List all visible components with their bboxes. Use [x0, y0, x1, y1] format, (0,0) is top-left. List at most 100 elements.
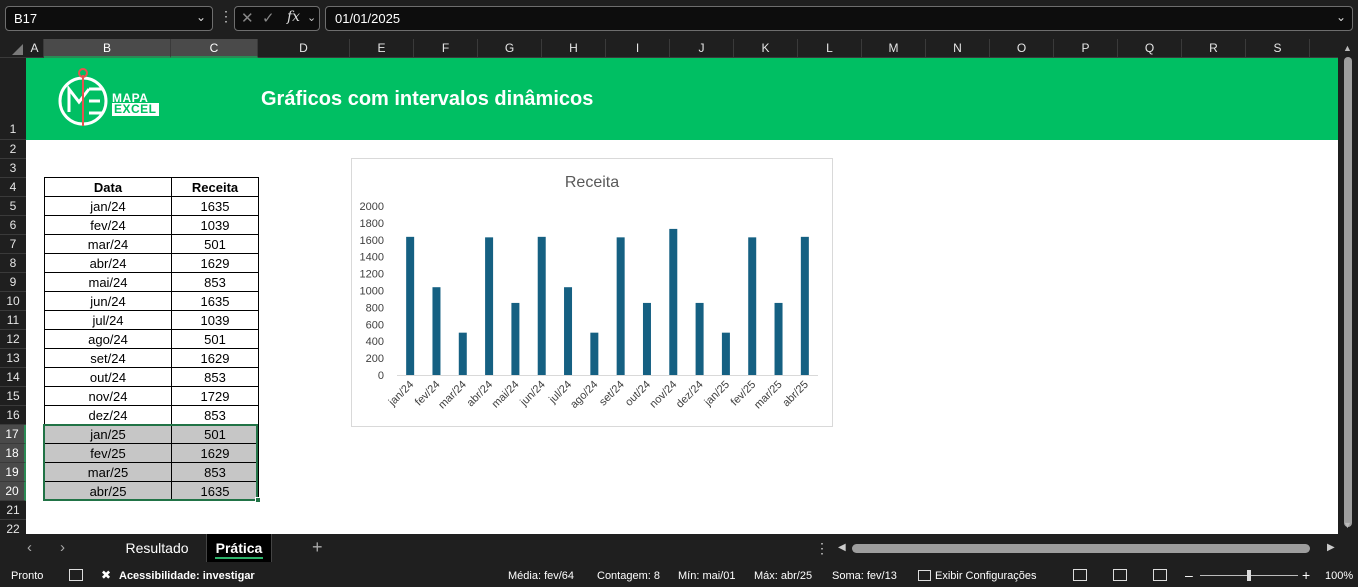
more-options-icon[interactable]: ⋮ [219, 8, 233, 24]
accessibility-icon[interactable]: ✖ [101, 568, 112, 582]
status-count[interactable]: Contagem: 8 [597, 570, 660, 582]
chart-bar-mar-24[interactable] [458, 332, 467, 375]
row-header-14[interactable]: 14 [0, 368, 26, 387]
cell-data[interactable]: mar/25 [44, 462, 172, 482]
chart-bar-mai-24[interactable] [511, 302, 520, 375]
column-header-n[interactable]: N [926, 39, 990, 58]
accessibility-status[interactable]: Acessibilidade: investigar [119, 570, 255, 582]
display-settings-label[interactable]: Exibir Configurações [935, 570, 1037, 582]
row-header-2[interactable]: 2 [0, 140, 26, 159]
header-receita[interactable]: Receita [171, 177, 259, 197]
tab-pratica[interactable]: Prática [206, 534, 272, 562]
cell-data[interactable]: ago/24 [44, 329, 172, 349]
row-header-4[interactable]: 4 [0, 178, 26, 197]
zoom-out-icon[interactable]: – [1185, 567, 1193, 583]
row-header-13[interactable]: 13 [0, 349, 26, 368]
column-header-e[interactable]: E [350, 39, 414, 58]
more-options-icon[interactable]: ⋮ [815, 540, 829, 556]
column-header-k[interactable]: K [734, 39, 798, 58]
row-header-8[interactable]: 8 [0, 254, 26, 273]
name-box[interactable]: B17 ⌄ [5, 6, 213, 31]
cell-data[interactable]: set/24 [44, 348, 172, 368]
worksheet[interactable]: MAPA EXCEL Gráficos com intervalos dinâm… [26, 58, 1338, 534]
zoom-level[interactable]: 100% [1325, 570, 1354, 582]
cell-receita[interactable]: 1629 [171, 253, 259, 273]
chart-bar-abr-25[interactable] [800, 236, 809, 375]
cell-data[interactable]: nov/24 [44, 386, 172, 406]
normal-view-icon[interactable] [1073, 569, 1087, 581]
cell-data[interactable]: jun/24 [44, 291, 172, 311]
cell-data[interactable]: out/24 [44, 367, 172, 387]
row-header-11[interactable]: 11 [0, 311, 26, 330]
cell-receita[interactable]: 501 [171, 234, 259, 254]
column-header-p[interactable]: P [1054, 39, 1118, 58]
column-header-r[interactable]: R [1182, 39, 1246, 58]
column-header-i[interactable]: I [606, 39, 670, 58]
cell-receita[interactable]: 1629 [171, 348, 259, 368]
row-header-9[interactable]: 9 [0, 273, 26, 292]
chart-bar-mar-25[interactable] [774, 302, 783, 375]
confirm-icon[interactable]: ✓ [262, 10, 275, 27]
select-all-button[interactable] [0, 39, 26, 58]
column-header-q[interactable]: Q [1118, 39, 1182, 58]
scroll-left-icon[interactable]: ◀ [838, 542, 846, 553]
cell-receita[interactable]: 1635 [171, 291, 259, 311]
column-header-m[interactable]: M [862, 39, 926, 58]
chevron-down-icon[interactable]: ⌄ [307, 12, 317, 24]
chart-bar-out-24[interactable] [642, 302, 651, 375]
row-header-1[interactable]: 1 [0, 58, 26, 140]
column-header-b[interactable]: B [44, 39, 171, 58]
row-header-19[interactable]: 19 [0, 463, 26, 482]
expand-formula-icon[interactable]: ⌄ [1335, 10, 1346, 24]
column-header-o[interactable]: O [990, 39, 1054, 58]
cell-receita[interactable]: 853 [171, 405, 259, 425]
cell-receita[interactable]: 1039 [171, 215, 259, 235]
chart-bar-ago-24[interactable] [590, 332, 599, 375]
add-sheet-icon[interactable]: + [312, 537, 323, 557]
cell-data[interactable]: mar/24 [44, 234, 172, 254]
chart-bar-nov-24[interactable] [669, 228, 678, 375]
zoom-in-icon[interactable]: + [1302, 567, 1311, 583]
chart-bar-set-24[interactable] [616, 237, 625, 375]
row-header-10[interactable]: 10 [0, 292, 26, 311]
cell-receita[interactable]: 501 [171, 329, 259, 349]
prev-sheet-icon[interactable]: ‹ [27, 539, 32, 556]
row-header-7[interactable]: 7 [0, 235, 26, 254]
vertical-scroll-thumb[interactable] [1344, 57, 1352, 527]
fill-handle[interactable] [255, 497, 261, 503]
column-header-c[interactable]: C [171, 39, 258, 58]
row-header-16[interactable]: 16 [0, 406, 26, 425]
cell-receita[interactable]: 501 [171, 424, 259, 444]
status-max[interactable]: Máx: abr/25 [754, 570, 813, 582]
cell-receita[interactable]: 1729 [171, 386, 259, 406]
chart-bar-abr-24[interactable] [485, 237, 494, 375]
cell-data[interactable]: mai/24 [44, 272, 172, 292]
cell-receita[interactable]: 1635 [171, 481, 259, 501]
column-header-g[interactable]: G [478, 39, 542, 58]
cell-data[interactable]: dez/24 [44, 405, 172, 425]
row-header-6[interactable]: 6 [0, 216, 26, 235]
vertical-scrollbar[interactable]: ▲ ▼ [1338, 39, 1358, 534]
next-sheet-icon[interactable]: › [60, 539, 65, 556]
cell-data[interactable]: jan/24 [44, 196, 172, 216]
row-header-12[interactable]: 12 [0, 330, 26, 349]
chart-bar-dez-24[interactable] [695, 302, 704, 375]
cell-data[interactable]: abr/25 [44, 481, 172, 501]
row-header-3[interactable]: 3 [0, 159, 26, 178]
column-header-d[interactable]: D [258, 39, 350, 58]
chart-bar-jan-25[interactable] [721, 332, 730, 375]
status-average[interactable]: Média: fev/64 [508, 570, 575, 582]
column-header-s[interactable]: S [1246, 39, 1310, 58]
cell-data[interactable]: fev/25 [44, 443, 172, 463]
status-sum[interactable]: Soma: fev/13 [832, 570, 897, 582]
row-header-18[interactable]: 18 [0, 444, 26, 463]
revenue-chart[interactable]: Receita 0 200 400 600 800 1000 1200 1400 1600 1800… [351, 158, 833, 427]
scroll-up-icon[interactable]: ▲ [1343, 43, 1352, 53]
scroll-right-icon[interactable]: ▶ [1327, 542, 1335, 553]
zoom-slider-thumb[interactable] [1247, 570, 1251, 581]
column-header-h[interactable]: H [542, 39, 606, 58]
column-header-l[interactable]: L [798, 39, 862, 58]
insert-function-icon[interactable]: fx [287, 9, 301, 25]
header-data[interactable]: Data [44, 177, 172, 197]
cell-data[interactable]: jan/25 [44, 424, 172, 444]
